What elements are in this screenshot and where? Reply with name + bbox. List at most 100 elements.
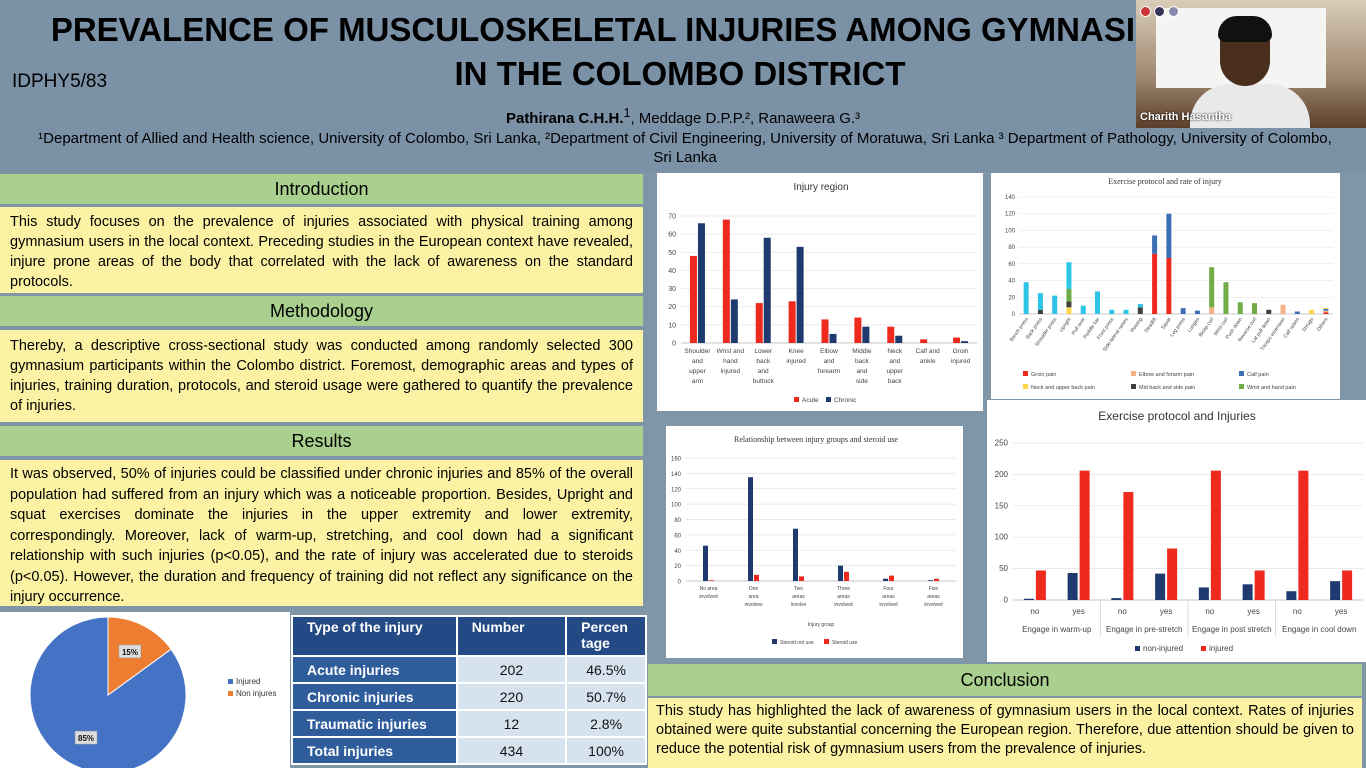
bar — [1166, 258, 1172, 314]
bar — [1080, 305, 1086, 314]
bar — [1237, 302, 1243, 314]
y-tick-label: 0 — [678, 580, 682, 586]
y-tick-label: 10 — [668, 322, 676, 329]
x-tick-label: Deadlift — [1144, 316, 1159, 334]
y-tick-label: 30 — [668, 286, 676, 293]
bar — [934, 578, 939, 581]
x-tick-label: Two — [794, 586, 803, 592]
legend-swatch — [772, 639, 777, 644]
bar — [920, 339, 928, 343]
legend-label: Chronic — [834, 397, 857, 404]
x-tick-label: areas — [792, 594, 805, 600]
bar — [709, 580, 714, 581]
group-label: Engage in pre-stretch — [1106, 625, 1183, 634]
x-tick-label: involved — [879, 602, 898, 608]
legend-swatch — [1023, 384, 1028, 389]
bar — [1066, 262, 1072, 289]
legend-label: Elbow and forarm pain — [1139, 372, 1194, 378]
x-tick-label: areas — [927, 594, 940, 600]
bar — [1252, 303, 1257, 314]
bar — [1152, 235, 1158, 254]
bar — [1052, 295, 1058, 314]
table-row: Traumatic injuries 12 2.8% — [291, 709, 647, 738]
y-tick-label: 0 — [1004, 596, 1009, 605]
y-tick-label: 60 — [674, 533, 681, 539]
pie-legend-injured: Injured — [228, 676, 276, 688]
x-tick-label: no — [1205, 607, 1214, 616]
bar — [1298, 470, 1309, 600]
y-tick-label: 40 — [674, 549, 681, 555]
y-tick-label: 50 — [668, 250, 676, 257]
y-tick-label: 0 — [1012, 312, 1016, 318]
pie-data-label: 85% — [78, 734, 94, 743]
y-tick-label: 160 — [671, 457, 682, 463]
x-tick-label: Groin — [953, 348, 969, 355]
bar — [1242, 584, 1253, 600]
chart-title: Relationship between injury groups and s… — [734, 435, 898, 444]
y-tick-label: 60 — [1008, 262, 1015, 268]
injury-region-svg: Injury region 0 10 20 30 40 50 60 70 Shoulder and u… — [668, 182, 977, 404]
bar — [844, 571, 849, 581]
bar — [1180, 308, 1186, 314]
x-tick-label: yes — [1160, 607, 1172, 616]
bar — [1266, 309, 1272, 314]
table-cell: Chronic injuries — [291, 682, 458, 711]
bar — [1079, 470, 1090, 600]
bar — [1111, 598, 1122, 600]
bar — [1209, 267, 1215, 308]
x-tick-label: involved — [834, 602, 853, 608]
legend-label: Steroid use — [832, 640, 858, 646]
bar — [1023, 282, 1029, 314]
legend-swatch — [794, 397, 799, 402]
poster-title: PREVALENCE OF MUSCULOSKELETAL INJURIES A… — [50, 11, 1309, 92]
bar — [1109, 309, 1115, 314]
x-tick-label: involves — [744, 602, 763, 608]
legend-label: Acute — [802, 397, 819, 404]
x-tick-label: upper — [886, 368, 903, 375]
bar — [1137, 307, 1143, 314]
bar — [1167, 548, 1178, 600]
table-row: Total injuries 434 100% — [291, 736, 647, 765]
x-tick-label: forearm — [818, 368, 840, 375]
bar — [1137, 303, 1143, 308]
pie-legend-non-injured: Non injures — [228, 688, 276, 700]
y-tick-label: 50 — [999, 564, 1008, 573]
x-tick-label: and — [889, 358, 900, 365]
bar — [1286, 591, 1297, 600]
table-cell: Traumatic injuries — [291, 709, 458, 738]
legend-label: Mid back and side pain — [1139, 385, 1195, 391]
x-tick-label: Neck — [887, 348, 903, 355]
bar — [1095, 291, 1100, 314]
bar — [1123, 491, 1134, 600]
pie-chart-panel: 85% 15% — [0, 612, 290, 768]
bar — [1309, 309, 1315, 314]
bar — [961, 341, 969, 343]
x-tick-label: Five — [929, 586, 939, 592]
y-tick-label: 20 — [1008, 295, 1015, 301]
x-tick-label: Knee — [789, 348, 805, 355]
table-cell: 220 — [455, 682, 568, 711]
table-cell: 202 — [455, 655, 568, 684]
chart-title: Exercise protocol and rate of injury — [1108, 177, 1222, 186]
bar — [895, 335, 903, 343]
y-tick-label: 40 — [1008, 279, 1015, 285]
bar — [1037, 293, 1043, 310]
exercise-protocol-injuries-svg: Exercise protocol and Injuries 0 50 100 150 2… — [995, 409, 1363, 653]
bar — [1210, 470, 1221, 600]
x-tick-label: area — [748, 594, 758, 600]
bar — [1323, 308, 1329, 311]
bar — [748, 477, 753, 581]
y-tick-label: 200 — [995, 470, 1009, 479]
legend-swatch — [826, 397, 831, 402]
pie-data-label: 15% — [122, 648, 138, 657]
methodology-heading: Methodology — [0, 296, 643, 326]
x-tick-label: yes — [1247, 607, 1259, 616]
bar — [1330, 581, 1341, 600]
bar — [697, 223, 705, 343]
x-tick-label: involved — [699, 594, 718, 600]
x-tick-label: Squat — [1160, 316, 1173, 331]
bar — [754, 574, 759, 581]
x-tick-label: back — [855, 358, 869, 365]
x-tick-label: arm — [692, 378, 703, 385]
participant-video-tile[interactable]: Charith Hasantha — [1136, 0, 1366, 128]
